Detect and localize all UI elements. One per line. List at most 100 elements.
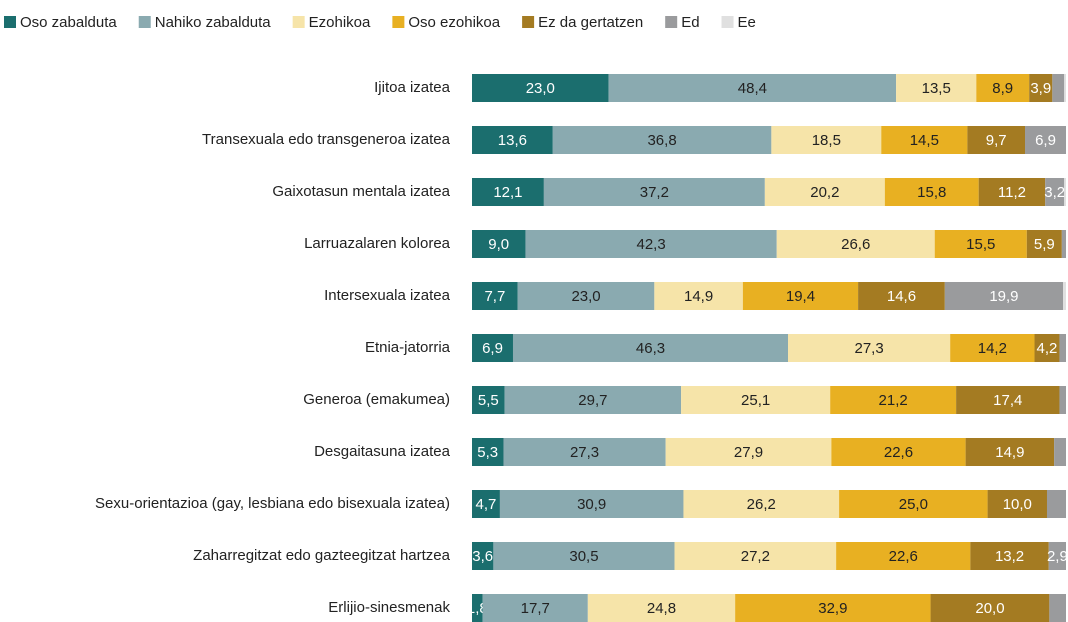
bar-segment bbox=[543, 178, 765, 206]
data-label: 6,9 bbox=[1035, 132, 1056, 149]
bar-segment bbox=[472, 438, 504, 466]
bar-segment bbox=[830, 386, 957, 414]
bar-segment bbox=[472, 334, 513, 362]
bar-segment bbox=[472, 386, 505, 414]
data-label: 36,8 bbox=[647, 132, 676, 149]
data-label: 46,3 bbox=[636, 340, 665, 357]
bar-segment bbox=[967, 126, 1026, 154]
data-label: 12,1 bbox=[493, 184, 522, 201]
data-label: 14,5 bbox=[910, 132, 939, 149]
data-label: 14,2 bbox=[978, 340, 1007, 357]
data-label: 14,6 bbox=[887, 288, 916, 305]
bar-segment bbox=[503, 438, 666, 466]
data-label: 30,5 bbox=[569, 548, 598, 565]
data-label: 20,2 bbox=[810, 184, 839, 201]
data-label: 15,5 bbox=[966, 236, 995, 253]
data-label: 22,6 bbox=[884, 444, 913, 461]
bar-segment bbox=[965, 438, 1055, 466]
data-label: 2,9 bbox=[1047, 548, 1068, 565]
bar-segment bbox=[1049, 594, 1066, 622]
data-label: 23,0 bbox=[526, 80, 555, 97]
data-label: 14,9 bbox=[684, 288, 713, 305]
bar-segment bbox=[978, 178, 1046, 206]
bar-segment bbox=[681, 386, 831, 414]
data-label: 1,8 bbox=[467, 600, 488, 617]
data-label: 4,2 bbox=[1037, 340, 1058, 357]
bar-segment bbox=[472, 282, 518, 310]
legend-label: Oso ezohikoa bbox=[408, 14, 500, 31]
data-label: 5,3 bbox=[477, 444, 498, 461]
bar-segment bbox=[987, 490, 1047, 518]
bar-segment bbox=[1064, 178, 1066, 206]
bar-segment bbox=[499, 490, 684, 518]
bar-segment bbox=[674, 542, 837, 570]
bar-segment bbox=[665, 438, 832, 466]
legend-swatch bbox=[522, 16, 535, 28]
data-label: 18,5 bbox=[812, 132, 841, 149]
legend-swatch bbox=[721, 16, 734, 28]
bar-segment bbox=[735, 594, 931, 622]
bar-segment bbox=[512, 334, 789, 362]
bar-segment bbox=[788, 334, 951, 362]
bar-segment bbox=[1034, 334, 1060, 362]
bar-segment bbox=[1029, 74, 1053, 102]
bar-segment bbox=[1046, 490, 1066, 518]
bar-segment bbox=[552, 126, 772, 154]
bar-segment bbox=[517, 282, 655, 310]
data-label: 26,2 bbox=[747, 496, 776, 513]
category-label: Transexuala edo transgeneroa izatea bbox=[202, 131, 451, 148]
category-label: Gaixotasun mentala izatea bbox=[272, 183, 450, 200]
legend-label: Ed bbox=[681, 14, 699, 31]
data-label: 21,2 bbox=[879, 392, 908, 409]
category-label: Etnia-jatorria bbox=[365, 339, 451, 356]
data-label: 8,9 bbox=[992, 80, 1013, 97]
bar-segment bbox=[493, 542, 675, 570]
category-label: Ijitoa izatea bbox=[374, 79, 451, 96]
data-label: 19,4 bbox=[786, 288, 815, 305]
legend-swatch bbox=[392, 16, 405, 28]
legend-label: Ez da gertatzen bbox=[538, 14, 643, 31]
data-label: 13,2 bbox=[995, 548, 1024, 565]
category-label: Larruazalaren kolorea bbox=[304, 235, 451, 252]
data-label: 14,9 bbox=[995, 444, 1024, 461]
data-label: 25,0 bbox=[899, 496, 928, 513]
bar-segment bbox=[482, 594, 588, 622]
data-label: 24,8 bbox=[647, 600, 676, 617]
data-label: 32,9 bbox=[818, 600, 847, 617]
legend-swatch bbox=[665, 16, 678, 28]
bar-segment bbox=[836, 542, 971, 570]
data-label: 3,9 bbox=[1030, 80, 1051, 97]
bar-segment bbox=[930, 594, 1050, 622]
data-label: 9,0 bbox=[488, 236, 509, 253]
data-label: 19,9 bbox=[989, 288, 1018, 305]
bar-segment bbox=[881, 126, 968, 154]
data-label: 6,9 bbox=[482, 340, 503, 357]
data-label: 20,0 bbox=[975, 600, 1004, 617]
bar-segment bbox=[504, 386, 682, 414]
bar-segment bbox=[976, 74, 1030, 102]
data-label: 17,4 bbox=[993, 392, 1022, 409]
category-label: Desgaitasuna izatea bbox=[314, 443, 451, 460]
legend-swatch bbox=[138, 16, 151, 28]
bar-segment bbox=[831, 438, 966, 466]
bar-segment bbox=[956, 386, 1060, 414]
data-label: 23,0 bbox=[571, 288, 600, 305]
bar-segment bbox=[472, 178, 544, 206]
bar-segment bbox=[742, 282, 859, 310]
data-label: 5,9 bbox=[1034, 236, 1055, 253]
category-label: Sexu-orientazioa (gay, lesbiana edo bise… bbox=[95, 495, 450, 512]
bar-segment bbox=[1054, 438, 1066, 466]
bar-segment bbox=[587, 594, 736, 622]
data-label: 9,7 bbox=[986, 132, 1007, 149]
legend-swatch bbox=[292, 16, 305, 28]
bar-segment bbox=[1025, 126, 1066, 154]
data-label: 27,3 bbox=[854, 340, 883, 357]
data-label: 11,2 bbox=[998, 184, 1026, 201]
data-label: 10,0 bbox=[1003, 496, 1032, 513]
bar-segment bbox=[1048, 542, 1066, 570]
bar-segment bbox=[608, 74, 897, 102]
data-label: 3,6 bbox=[472, 548, 493, 565]
data-label: 22,6 bbox=[889, 548, 918, 565]
bar-segment bbox=[1061, 230, 1066, 258]
